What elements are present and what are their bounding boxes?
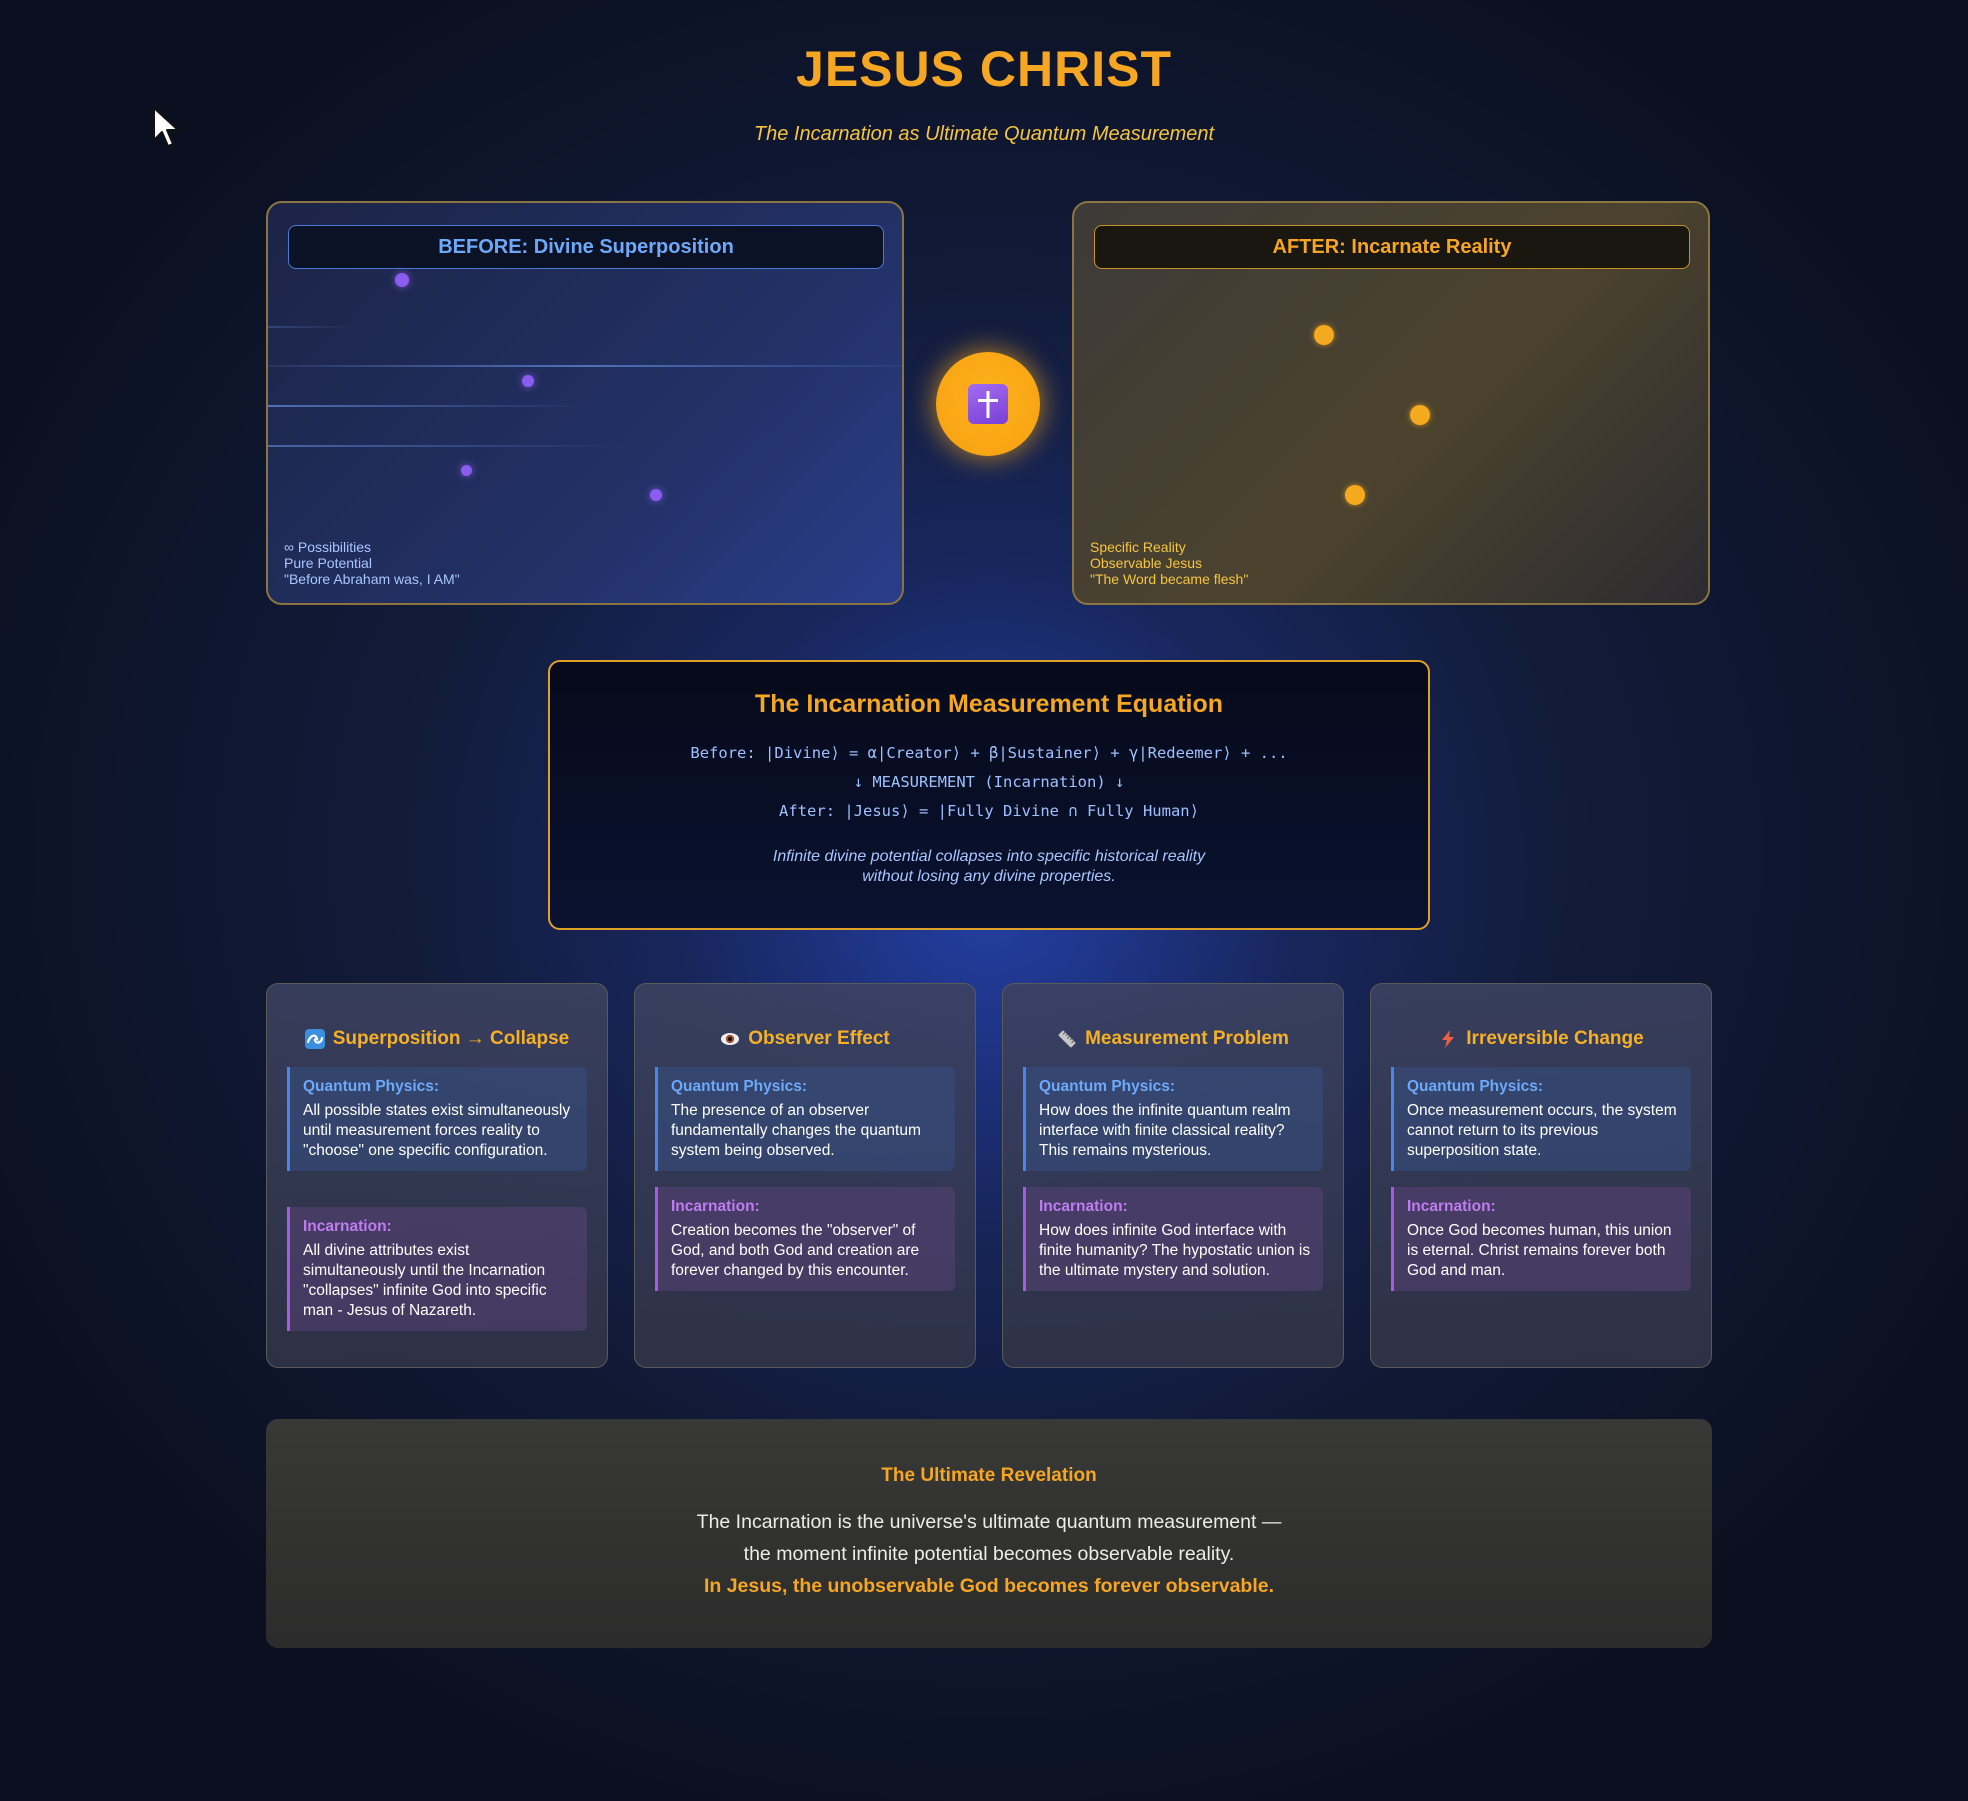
before-panel-notes: ∞ Possibilities Pure Potential "Before A…	[284, 539, 460, 587]
after-panel-notes: Specific Reality Observable Jesus "The W…	[1090, 539, 1248, 587]
card-title-text: Superposition → Collapse	[332, 1028, 570, 1049]
before-note: "Before Abraham was, I AM"	[284, 571, 460, 587]
lightning-icon	[1438, 1029, 1458, 1049]
revelation-box: The Ultimate Revelation The Incarnation …	[266, 1419, 1712, 1648]
quantum-text: The presence of an observer fundamentall…	[671, 1102, 921, 1159]
incarnation-box: Incarnation: How does infinite God inter…	[1023, 1187, 1323, 1291]
reality-particle	[1410, 405, 1430, 425]
incarnation-box: Incarnation: Once God becomes human, thi…	[1391, 1187, 1691, 1291]
page-title: JESUS CHRIST	[796, 41, 1172, 97]
wave-line	[268, 405, 588, 407]
card-title: Observer Effect	[635, 1028, 975, 1050]
after-note: Specific Reality	[1090, 539, 1186, 555]
quantum-label: Quantum Physics:	[1039, 1078, 1176, 1095]
after-panel-heading: AFTER: Incarnate Reality	[1094, 225, 1690, 269]
quantum-box: Quantum Physics: How does the infinite q…	[1023, 1067, 1323, 1171]
equation-box: The Incarnation Measurement Equation Bef…	[548, 660, 1430, 930]
equation-after: After: |Jesus⟩ = |Fully Divine ∩ Fully H…	[779, 802, 1199, 820]
quantum-label: Quantum Physics:	[1407, 1078, 1544, 1095]
mouse-cursor-icon	[153, 107, 179, 147]
revelation-line: The Incarnation is the universe's ultima…	[696, 1511, 1282, 1533]
incarnation-label: Incarnation:	[671, 1198, 760, 1215]
page-subtitle: The Incarnation as Ultimate Quantum Meas…	[753, 123, 1215, 145]
incarnation-text: All divine attributes exist simultaneous…	[303, 1242, 547, 1319]
before-note: ∞ Possibilities	[284, 539, 372, 555]
equation-before: Before: |Divine⟩ = α|Creator⟩ + β|Sustai…	[690, 744, 1288, 762]
equation-note: Infinite divine potential collapses into…	[550, 847, 1428, 887]
incarnation-text: How does infinite God interface with fin…	[1039, 1222, 1311, 1279]
wave-icon	[304, 1029, 325, 1049]
before-note: Pure Potential	[284, 555, 372, 571]
card-title-text: Irreversible Change	[1466, 1028, 1644, 1049]
equation-note-line: Infinite divine potential collapses into…	[772, 848, 1206, 865]
reality-particle	[1345, 485, 1365, 505]
cross-icon	[968, 384, 1008, 424]
card-title: Measurement Problem	[1003, 1028, 1343, 1050]
wave-line	[268, 445, 628, 447]
possibility-particle	[461, 465, 472, 476]
incarnation-text: Creation becomes the "observer" of God, …	[671, 1222, 920, 1279]
equation-measurement: ↓ MEASUREMENT (Incarnation) ↓	[853, 773, 1125, 791]
quantum-text: Once measurement occurs, the system cann…	[1407, 1102, 1677, 1159]
incarnation-label: Incarnation:	[1039, 1198, 1128, 1215]
quantum-label: Quantum Physics:	[671, 1078, 808, 1095]
possibility-particle	[650, 489, 662, 501]
card-title-text: Observer Effect	[748, 1028, 890, 1049]
quantum-box: Quantum Physics: All possible states exi…	[287, 1067, 587, 1171]
after-panel: AFTER: Incarnate Reality Specific Realit…	[1072, 201, 1710, 605]
card-title: Irreversible Change	[1371, 1028, 1711, 1050]
quantum-box: Quantum Physics: The presence of an obse…	[655, 1067, 955, 1171]
card-measurement-problem: Measurement Problem Quantum Physics: How…	[1002, 983, 1344, 1368]
quantum-box: Quantum Physics: Once measurement occurs…	[1391, 1067, 1691, 1171]
card-title-text: Measurement Problem	[1085, 1028, 1289, 1049]
card-superposition: Superposition → Collapse Quantum Physics…	[266, 983, 608, 1368]
equation-note-line: without losing any divine properties.	[862, 868, 1116, 885]
revelation-title: The Ultimate Revelation	[881, 1465, 1097, 1486]
incarnation-label: Incarnation:	[303, 1218, 392, 1235]
quantum-label: Quantum Physics:	[303, 1078, 440, 1095]
before-panel: BEFORE: Divine Superposition ∞ Possibili…	[266, 201, 904, 605]
incarnation-box: Incarnation: Creation becomes the "obser…	[655, 1187, 955, 1291]
wave-line	[268, 326, 358, 328]
eye-icon	[720, 1029, 740, 1049]
wave-line	[268, 365, 902, 367]
ruler-icon	[1057, 1029, 1077, 1049]
incarnation-box: Incarnation: All divine attributes exist…	[287, 1207, 587, 1331]
possibility-particle	[522, 375, 534, 387]
possibility-particle	[395, 273, 409, 287]
reality-particle	[1314, 325, 1334, 345]
incarnation-label: Incarnation:	[1407, 1198, 1496, 1215]
equation-title: The Incarnation Measurement Equation	[754, 690, 1224, 718]
card-observer-effect: Observer Effect Quantum Physics: The pre…	[634, 983, 976, 1368]
quantum-text: How does the infinite quantum realm inte…	[1039, 1102, 1291, 1159]
incarnation-text: Once God becomes human, this union is et…	[1407, 1222, 1672, 1279]
card-title: Superposition → Collapse	[267, 1028, 607, 1050]
revelation-highlight: In Jesus, the unobservable God becomes f…	[703, 1575, 1275, 1597]
before-panel-heading: BEFORE: Divine Superposition	[288, 225, 884, 269]
revelation-line: the moment infinite potential becomes ob…	[743, 1543, 1235, 1565]
card-irreversible-change: Irreversible Change Quantum Physics: Onc…	[1370, 983, 1712, 1368]
incarnation-badge	[936, 352, 1040, 456]
quantum-text: All possible states exist simultaneously…	[303, 1102, 571, 1159]
after-note: "The Word became flesh"	[1090, 571, 1249, 587]
after-note: Observable Jesus	[1090, 555, 1203, 571]
